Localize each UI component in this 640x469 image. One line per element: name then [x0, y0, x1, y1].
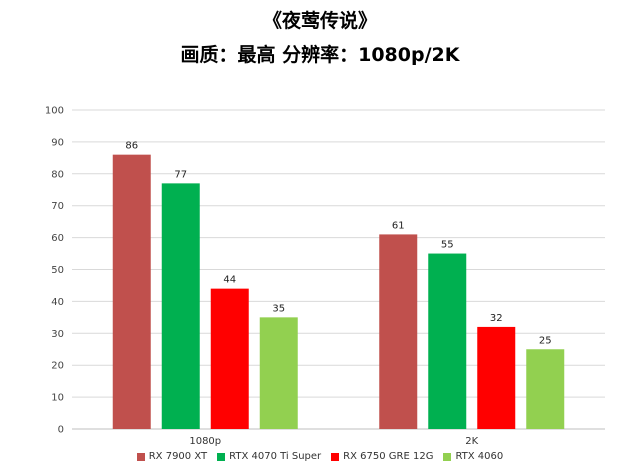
data-label: 44 [223, 275, 236, 286]
legend-item: RTX 4060 [443, 451, 503, 462]
data-label: 86 [125, 141, 138, 152]
bar [112, 154, 151, 429]
legend-swatch [443, 452, 452, 461]
y-tick-label: 40 [51, 297, 64, 308]
bar [477, 326, 516, 429]
data-label: 25 [539, 335, 552, 346]
y-tick-label: 80 [51, 169, 64, 180]
y-tick-label: 0 [58, 425, 64, 436]
y-tick-label: 60 [51, 233, 64, 244]
legend-item: RX 6750 GRE 12G [331, 451, 433, 462]
chart-title: 《夜莺传说》 [262, 10, 377, 32]
data-label: 77 [174, 169, 187, 180]
legend: RX 7900 XT RTX 4070 Ti Super RX 6750 GRE 1… [0, 451, 640, 462]
y-tick-label: 90 [51, 137, 64, 148]
chart-subtitle: 画质：最高 分辨率：1080p/2K [180, 44, 460, 66]
bar [379, 234, 418, 429]
legend-swatch [331, 452, 340, 461]
bar [210, 288, 249, 429]
x-category-label: 1080p [189, 436, 221, 447]
legend-label: RTX 4060 [455, 451, 504, 462]
legend-item: RX 7900 XT [136, 451, 208, 462]
y-tick-label: 30 [51, 329, 64, 340]
legend-label: RX 6750 GRE 12G [343, 451, 434, 462]
bar [428, 253, 467, 429]
y-tick-label: 10 [51, 393, 64, 404]
legend-label: RX 7900 XT [148, 451, 208, 462]
data-label: 55 [441, 240, 454, 251]
bar [259, 317, 298, 429]
legend-swatch [217, 452, 226, 461]
y-tick-label: 20 [51, 361, 64, 372]
y-tick-label: 100 [45, 106, 64, 117]
y-tick-label: 50 [51, 265, 64, 276]
data-label: 32 [490, 313, 503, 324]
x-category-label: 2K [465, 436, 478, 447]
bar [161, 183, 200, 429]
legend-swatch [136, 452, 145, 461]
data-label: 35 [272, 303, 285, 314]
data-label: 61 [392, 220, 405, 231]
y-tick-label: 70 [51, 201, 64, 212]
bar [526, 349, 565, 429]
legend-label: RTX 4070 Ti Super [229, 451, 322, 462]
legend-item: RTX 4070 Ti Super [217, 451, 321, 462]
